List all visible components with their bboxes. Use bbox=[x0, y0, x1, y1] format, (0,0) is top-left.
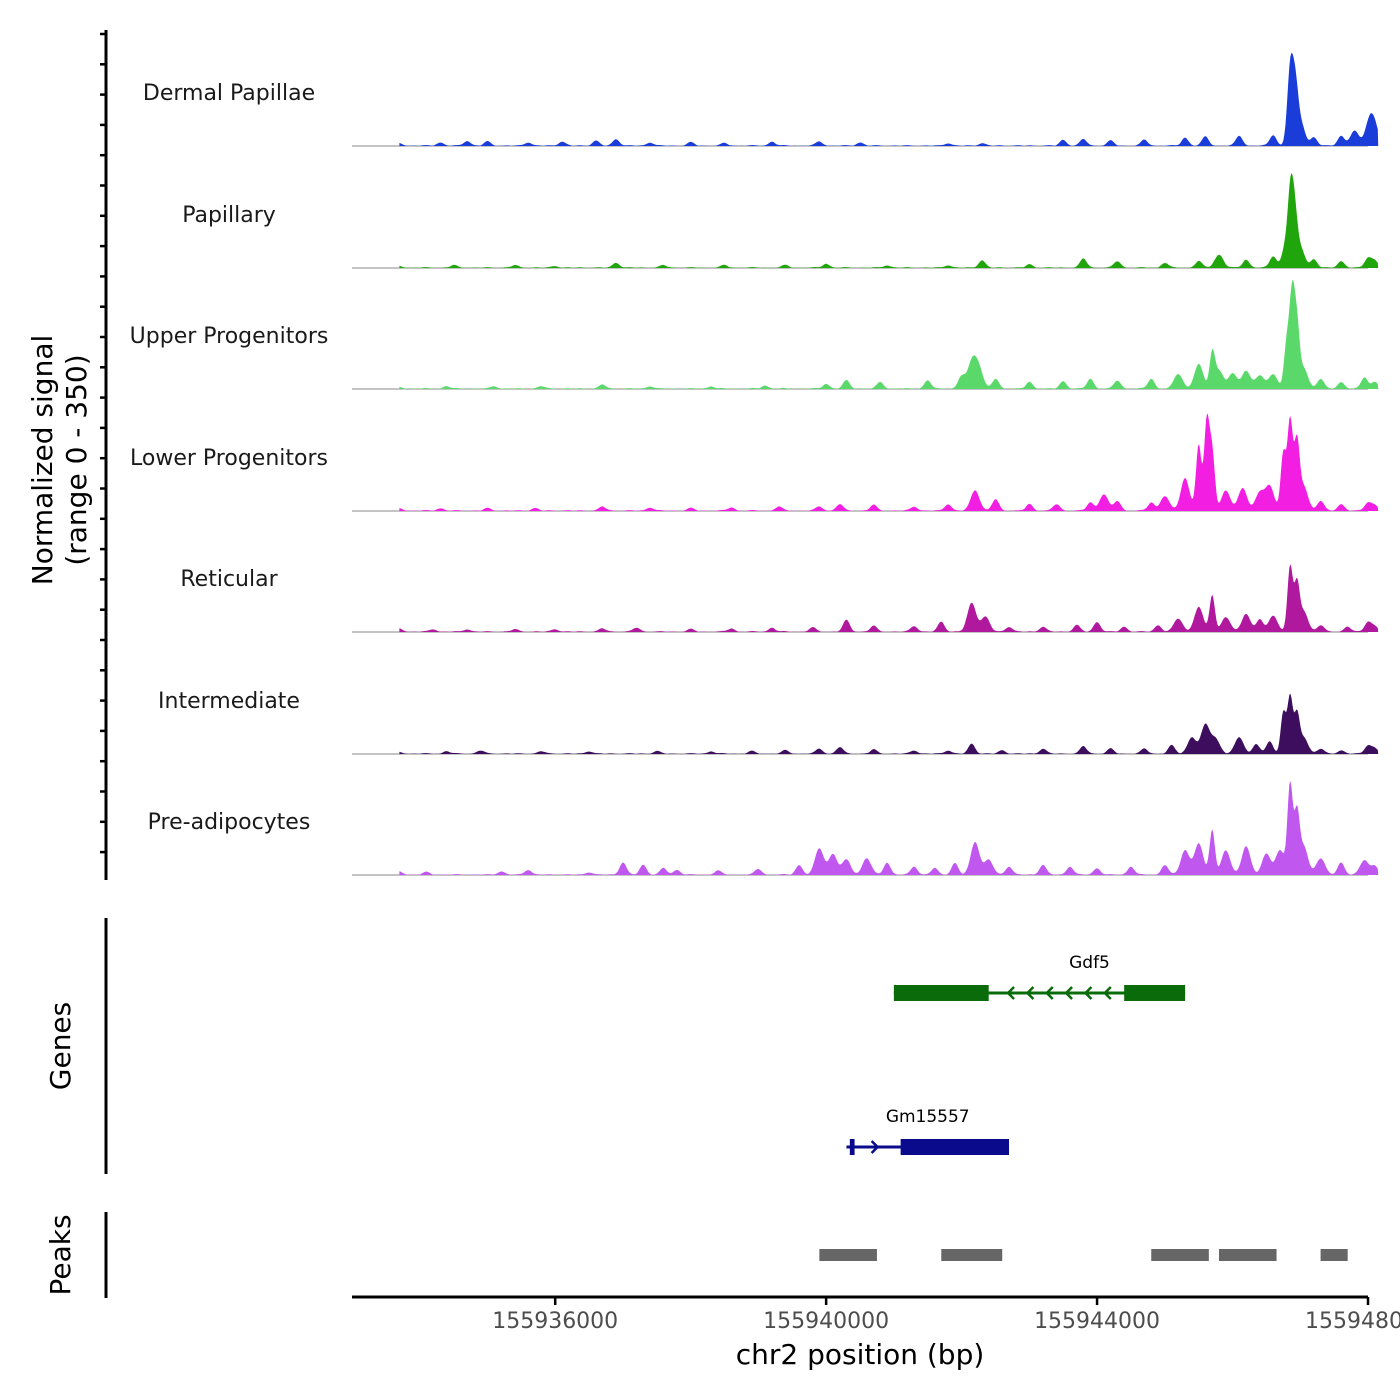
coverage-track: Dermal Papillae bbox=[143, 52, 1379, 147]
peaks-track-title: Peaks bbox=[44, 1214, 77, 1295]
track-label: Upper Progenitors bbox=[130, 324, 329, 349]
coverage-track: Lower Progenitors bbox=[130, 413, 1379, 512]
peak-region bbox=[1218, 1249, 1277, 1261]
coverage-area bbox=[399, 693, 1379, 754]
track-label: Intermediate bbox=[158, 689, 300, 714]
strand-arrow bbox=[1083, 986, 1093, 1000]
strand-arrow bbox=[1044, 986, 1054, 1000]
coverage-y-ticks bbox=[100, 32, 106, 854]
coverage-track: Reticular bbox=[180, 564, 1379, 633]
strand-arrow bbox=[1103, 986, 1112, 1000]
coverage-track: Intermediate bbox=[158, 689, 1379, 755]
peak-regions bbox=[819, 1249, 1348, 1261]
gene-label: Gm15557 bbox=[886, 1107, 970, 1127]
coverage-track: Pre-adipocytes bbox=[148, 780, 1379, 876]
x-tick-label: 155948000 bbox=[1305, 1309, 1400, 1334]
strand-arrow bbox=[1006, 986, 1015, 1000]
track-label: Lower Progenitors bbox=[130, 446, 328, 471]
coverage-area bbox=[399, 413, 1379, 511]
coverage-tracks: Dermal Papillae Papillary Upper Progenitor… bbox=[130, 52, 1379, 876]
coverage-area bbox=[399, 173, 1379, 268]
track-label: Papillary bbox=[182, 203, 276, 228]
x-axis-ticks: 155936000 155940000 155944000 155948000 bbox=[492, 1297, 1400, 1334]
coverage-track: Upper Progenitors bbox=[130, 279, 1379, 390]
coverage-area bbox=[399, 279, 1379, 389]
y-axis-title: Normalized signal bbox=[26, 335, 59, 586]
peak-region bbox=[819, 1249, 877, 1261]
coverage-area bbox=[399, 780, 1379, 875]
peak-region bbox=[1320, 1249, 1348, 1261]
peak-region bbox=[941, 1249, 1003, 1261]
track-label: Pre-adipocytes bbox=[148, 810, 311, 835]
gene-model: Gdf5 bbox=[893, 953, 1186, 1001]
x-axis-title: chr2 position (bp) bbox=[736, 1338, 985, 1371]
gene-label: Gdf5 bbox=[1069, 953, 1110, 973]
x-tick-label: 155936000 bbox=[492, 1309, 618, 1334]
gene-model: Gm15557 bbox=[846, 1107, 1010, 1155]
coverage-area bbox=[399, 564, 1379, 632]
coverage-area bbox=[399, 52, 1379, 146]
x-tick-label: 155944000 bbox=[1034, 1309, 1160, 1334]
gene-exon bbox=[900, 1139, 1010, 1155]
peak-region bbox=[1151, 1249, 1209, 1261]
y-axis-range: (range 0 - 350) bbox=[60, 354, 93, 565]
strand-arrow bbox=[1064, 986, 1073, 1000]
gene-exon bbox=[1124, 985, 1186, 1001]
genes-track-title: Genes bbox=[44, 1002, 77, 1090]
strand-arrow bbox=[870, 1140, 880, 1154]
x-tick-label: 155940000 bbox=[763, 1309, 889, 1334]
gene-exon bbox=[893, 985, 989, 1001]
track-label: Dermal Papillae bbox=[143, 81, 315, 106]
coverage-track: Papillary bbox=[182, 173, 1379, 269]
track-label: Reticular bbox=[180, 567, 278, 592]
gene-exon bbox=[849, 1139, 855, 1155]
strand-arrow bbox=[1025, 986, 1035, 1000]
gene-annotations: Gdf5 Gm15557 bbox=[846, 953, 1186, 1155]
